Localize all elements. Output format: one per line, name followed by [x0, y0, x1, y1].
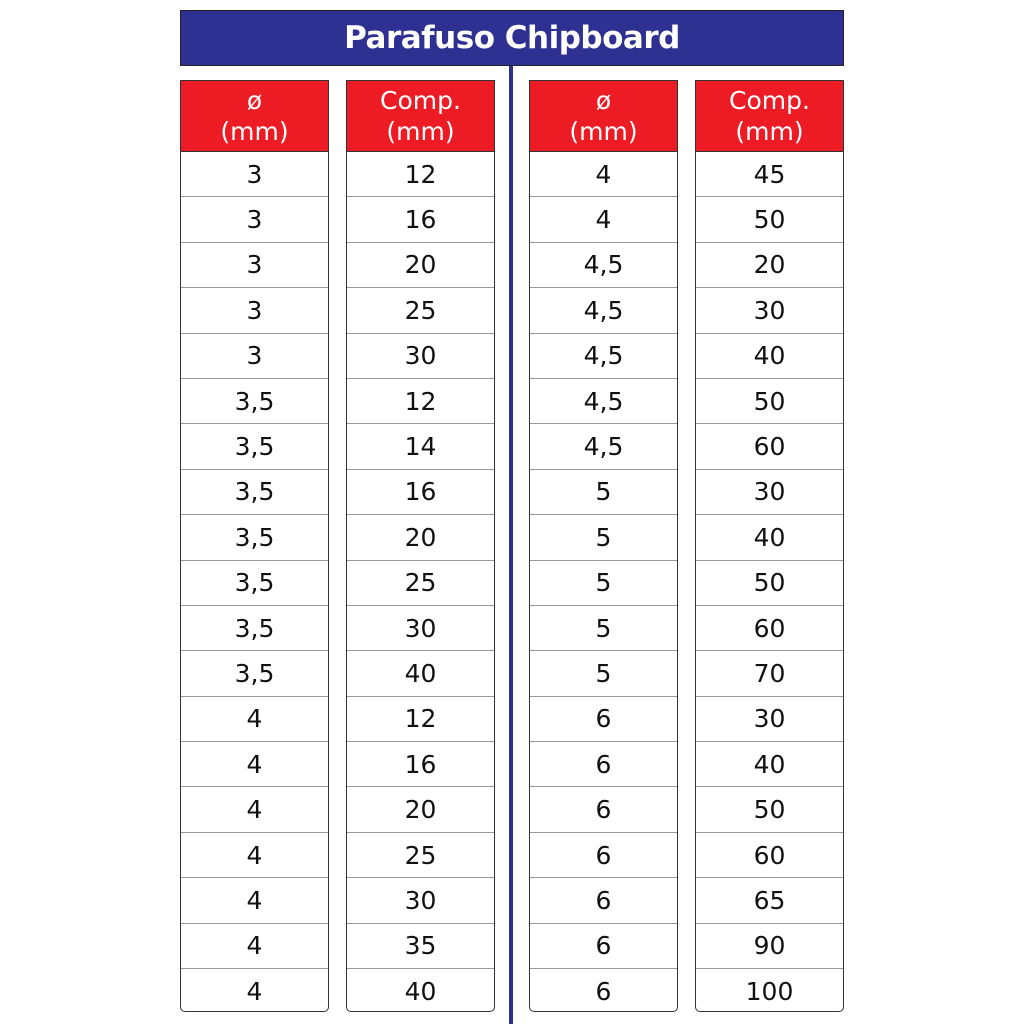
table-cell: 30 [696, 470, 843, 516]
table-cell: 60 [696, 606, 843, 652]
table-cell: 3,5 [181, 606, 328, 652]
page-title: Parafuso Chipboard [180, 10, 844, 66]
table-cell: 30 [347, 878, 494, 924]
table-cell: 3 [181, 152, 328, 198]
table-cell: 3,5 [181, 515, 328, 561]
column-body: 45 50 20 30 40 50 60 30 40 50 60 70 30 40 50 60 65 90 100 [696, 152, 843, 1011]
table-cell: 5 [530, 515, 677, 561]
table-cell: 5 [530, 651, 677, 697]
column-body: 12 16 20 25 30 12 14 16 20 25 30 40 12 16 20 25 30 35 40 [347, 152, 494, 1011]
table-cell: 25 [347, 288, 494, 334]
table-cell: 3,5 [181, 561, 328, 606]
table-cell: 40 [696, 515, 843, 561]
table-cell: 25 [347, 561, 494, 606]
table-cell: 12 [347, 379, 494, 425]
header-line1: ø [595, 86, 612, 115]
table-cell: 100 [745, 977, 794, 1007]
table-cell: 16 [347, 742, 494, 788]
table-cell: 6 [530, 924, 677, 970]
table-cell: 25 [347, 833, 494, 879]
table-cell: 50 [696, 197, 843, 243]
table-cell: 60 [696, 833, 843, 879]
table-cell: 16 [347, 470, 494, 516]
table-cell: 4 [181, 742, 328, 788]
table-cell: 4 [530, 152, 677, 198]
table-cell: 3,5 [181, 379, 328, 425]
table-cell: 20 [696, 243, 843, 289]
table-cell: 6 [530, 697, 677, 743]
header-line2: (mm) [569, 117, 638, 146]
table-cell: 60 [696, 424, 843, 470]
header-line1: Comp. [729, 86, 810, 115]
table-cell: 3 [181, 243, 328, 289]
table-cell: 3 [181, 288, 328, 334]
table-cell: 4 [530, 197, 677, 243]
table-cell: 30 [696, 697, 843, 743]
table-cell: 3,5 [181, 651, 328, 697]
column-length-left: Comp. (mm) 12 16 20 25 30 12 14 16 20 25 30 40 12 16 2… [346, 80, 495, 1012]
table-cell: 40 [696, 334, 843, 379]
header-line1: Comp. [380, 86, 461, 115]
column-header: Comp. (mm) [347, 81, 494, 152]
table-cell: 12 [347, 697, 494, 743]
table-cell: 16 [347, 197, 494, 243]
table-cell: 4,5 [530, 424, 677, 470]
table-cell: 4 [181, 787, 328, 833]
table-cell: 30 [347, 334, 494, 379]
table-cell: 4,5 [530, 288, 677, 334]
table-cell: 4 [246, 977, 263, 1007]
table-cell: 6 [530, 787, 677, 833]
table-cell: 30 [696, 288, 843, 334]
table-cell: 4 [181, 697, 328, 743]
table-cell: 4,5 [530, 379, 677, 425]
column-length-right: Comp. (mm) 45 50 20 30 40 50 60 30 40 50 60 70 30 40 5… [695, 80, 844, 1012]
header-line1: ø [246, 86, 263, 115]
table-cell: 3 [181, 334, 328, 379]
table-cell: 3,5 [181, 470, 328, 516]
column-body: 4 4 4,5 4,5 4,5 4,5 4,5 5 5 5 5 5 6 6 6 6 6 6 6 [530, 152, 677, 1011]
column-header: Comp. (mm) [696, 81, 843, 152]
header-line2: (mm) [386, 117, 455, 146]
column-diameter-right: ø (mm) 4 4 4,5 4,5 4,5 4,5 4,5 5 5 5 5 5 6 6 6 6 6 6 6 [529, 80, 678, 1012]
table-cell: 40 [404, 977, 437, 1007]
table-cell: 20 [347, 243, 494, 289]
table-cell: 4,5 [530, 243, 677, 289]
table-cell: 45 [696, 152, 843, 198]
table-cell: 65 [696, 878, 843, 924]
table-cell: 4 [181, 833, 328, 879]
column-diameter-left: ø (mm) 3 3 3 3 3 3,5 3,5 3,5 3,5 3,5 3,5 3,5 4 4 4 4 4 4 4 [180, 80, 329, 1012]
table-cell: 14 [347, 424, 494, 470]
table-cell: 4,5 [530, 334, 677, 379]
column-body: 3 3 3 3 3 3,5 3,5 3,5 3,5 3,5 3,5 3,5 4 4 4 4 4 4 4 [181, 152, 328, 1011]
table-cell: 70 [696, 651, 843, 697]
table-cell: 5 [530, 470, 677, 516]
table-cell: 3 [181, 197, 328, 243]
table-cell: 6 [530, 833, 677, 879]
table-cell: 90 [696, 924, 843, 970]
table-cell: 50 [696, 787, 843, 833]
table-cell: 6 [595, 977, 612, 1007]
table-cell: 20 [347, 515, 494, 561]
table-cell: 50 [696, 561, 843, 606]
table-cell: 50 [696, 379, 843, 425]
column-header: ø (mm) [530, 81, 677, 152]
header-line2: (mm) [735, 117, 804, 146]
table-cell: 4 [181, 924, 328, 970]
table-cell: 40 [347, 651, 494, 697]
table-cell: 12 [347, 152, 494, 198]
table-cell: 35 [347, 924, 494, 970]
table-cell: 5 [530, 606, 677, 652]
table-cell: 30 [347, 606, 494, 652]
center-divider [509, 66, 513, 1024]
column-header: ø (mm) [181, 81, 328, 152]
table-cell: 5 [530, 561, 677, 606]
table-cell: 6 [530, 742, 677, 788]
table-cell: 4 [181, 878, 328, 924]
table-cell: 40 [696, 742, 843, 788]
header-line2: (mm) [220, 117, 289, 146]
table-cell: 6 [530, 878, 677, 924]
table-cell: 3,5 [181, 424, 328, 470]
table-cell: 20 [347, 787, 494, 833]
